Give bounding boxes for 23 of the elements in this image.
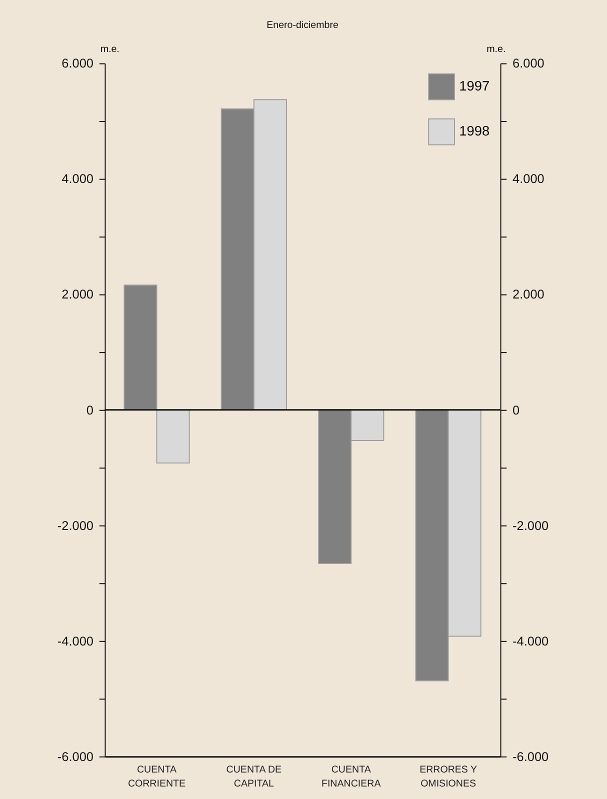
legend-label: 1998 <box>459 124 490 139</box>
y-tick-label: -2.000 <box>57 518 94 533</box>
y-tick-label: 2.000 <box>62 286 94 302</box>
y-tick-label: -4.000 <box>57 633 94 648</box>
y-tick-label: -6.000 <box>57 748 94 764</box>
y-tick-label: 6.000 <box>62 56 94 71</box>
y2-tick-label: 0 <box>512 402 520 418</box>
y2-tick-label: 4.000 <box>512 171 544 186</box>
y-tick-label: 0 <box>86 402 94 418</box>
y2-tick-label: 2.000 <box>512 286 544 302</box>
y2-tick-label: -2.000 <box>512 518 549 533</box>
legend-label: 1997 <box>459 78 490 94</box>
y2-tick-label: -6.000 <box>512 748 549 764</box>
y-tick-label: 4.000 <box>62 171 94 186</box>
y2-tick-label: 6.000 <box>512 56 544 71</box>
x-tick-label: ERRORES Y OMISIONES <box>420 764 478 790</box>
x-tick-label: CUENTA CORRIENTE <box>128 764 186 790</box>
y-axis-title: m.e. <box>100 44 120 56</box>
y2-axis-title: m.e. <box>486 44 506 56</box>
y2-tick-label: -4.000 <box>512 633 549 648</box>
x-tick-label: CUENTA DE CAPITAL <box>226 764 282 790</box>
chart-title: Enero-diciembre <box>266 20 338 32</box>
x-tick-label: CUENTA FINANCIERA <box>321 764 382 790</box>
